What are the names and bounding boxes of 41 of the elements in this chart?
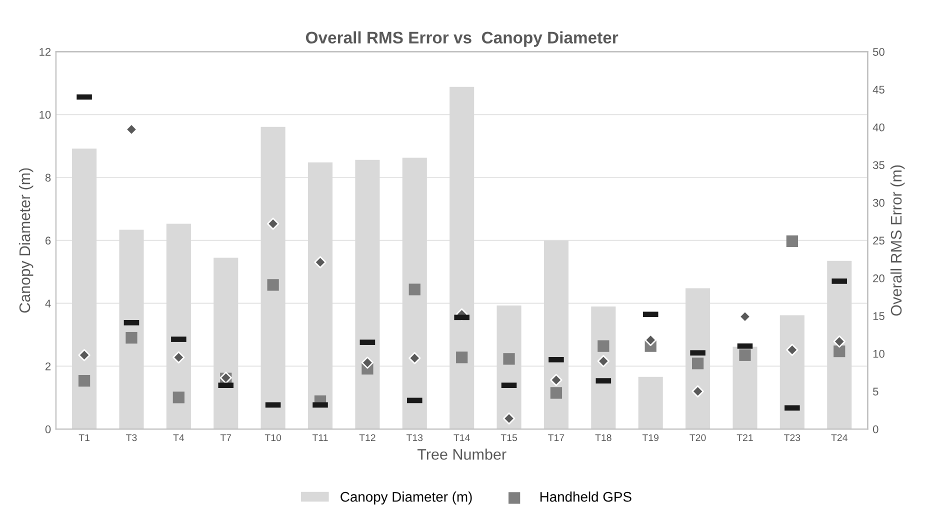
y-tick-label: 2 [46,362,51,370]
y2-tick-label: 15 [873,312,884,320]
y-tick-label: 10 [40,110,51,119]
x-tick-label: T18 [595,434,612,442]
y2-tick-label: 25 [873,236,884,245]
y2-axis-title: Overall RMS Error (m) [890,165,905,316]
x-tick-label: T1 [78,434,90,442]
x-tick-label: T19 [642,434,659,442]
x-axis-title: Tree Number [417,448,506,460]
chart-title: Overall RMS Error vs Canopy Diameter [306,31,618,47]
x-tick-label: T7 [220,434,232,442]
y2-tick-label: 45 [872,86,884,94]
y2-tick-label: 5 [872,388,878,396]
x-tick-label: T10 [264,434,282,442]
x-tick-label: T14 [454,434,470,442]
x-tick-label: T23 [784,434,800,442]
y-tick-label: 0 [45,425,51,434]
x-tick-label: T13 [406,434,423,442]
x-tick-label: T17 [548,434,564,442]
y-tick-label: 8 [45,174,51,182]
x-tick-label: T24 [831,434,848,442]
x-tick-label: T21 [736,434,753,442]
legend-label: Canopy Diameter (m) [340,492,472,504]
legend-label: Handheld GPS [540,492,632,502]
y2-tick-label: 35 [872,161,884,170]
y-tick-label: 12 [40,48,51,56]
y-axis-title: Canopy Diameter (m) [18,168,34,313]
y2-tick-label: 10 [873,350,884,358]
y-tick-label: 6 [46,236,51,245]
x-tick-label: T3 [126,434,137,442]
x-tick-label: T12 [359,434,376,442]
y-tick-label: 4 [45,300,51,308]
y2-tick-label: 30 [872,198,884,207]
x-tick-label: T11 [312,434,328,442]
x-tick-label: T15 [500,434,517,442]
x-tick-label: T20 [690,434,706,442]
y2-tick-label: 20 [873,274,884,282]
y2-tick-label: 0 [872,425,878,434]
x-tick-label: T4 [173,434,184,442]
y2-tick-label: 40 [872,123,884,132]
y2-tick-label: 50 [872,48,884,56]
